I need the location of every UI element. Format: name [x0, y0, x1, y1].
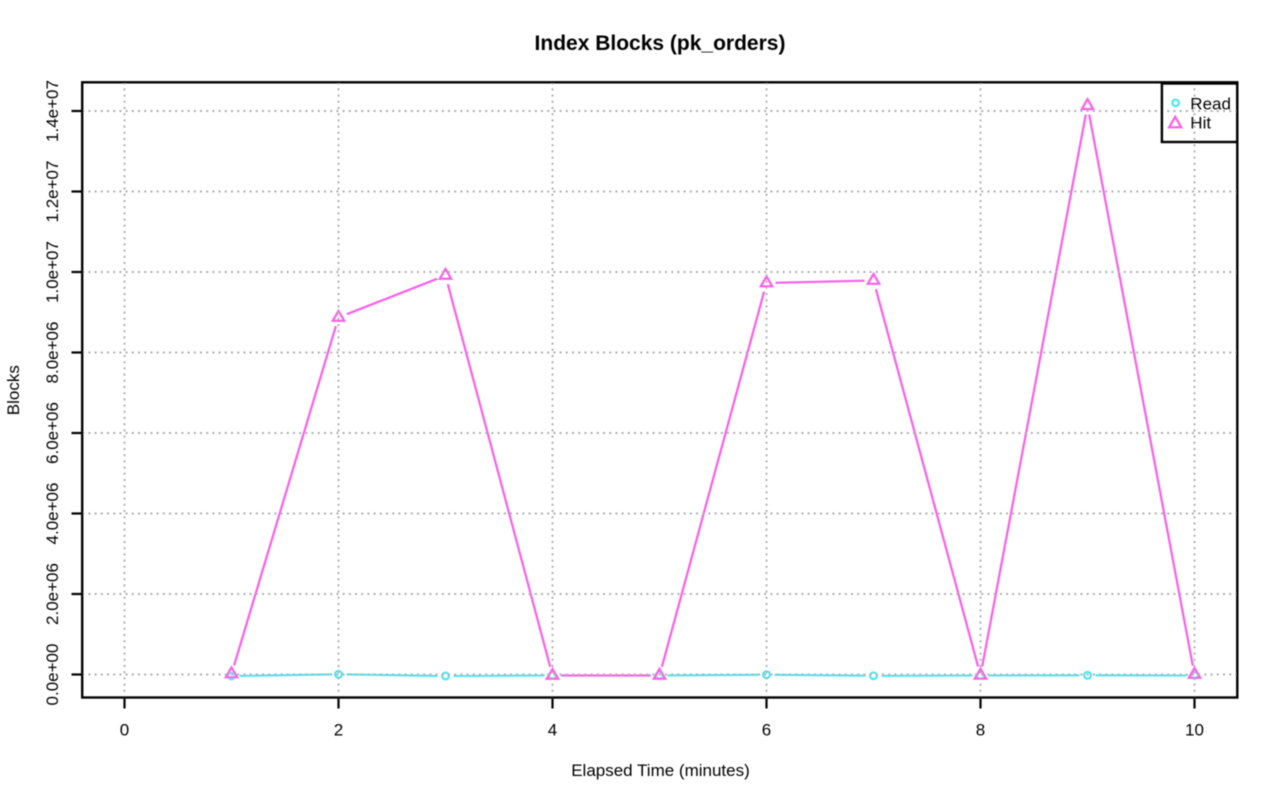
- svg-text:Hit: Hit: [1190, 114, 1211, 133]
- svg-text:Index Blocks (pk_orders): Index Blocks (pk_orders): [535, 32, 786, 55]
- svg-text:0.0e+00: 0.0e+00: [43, 644, 62, 706]
- svg-text:0: 0: [120, 721, 129, 740]
- svg-text:1.2e+07: 1.2e+07: [43, 161, 62, 223]
- svg-text:6.0e+06: 6.0e+06: [43, 402, 62, 464]
- svg-text:10: 10: [1185, 721, 1204, 740]
- svg-text:Elapsed Time (minutes): Elapsed Time (minutes): [571, 761, 750, 780]
- svg-text:4.0e+06: 4.0e+06: [43, 483, 62, 545]
- svg-text:1.0e+07: 1.0e+07: [43, 241, 62, 303]
- svg-text:Blocks: Blocks: [4, 365, 23, 415]
- svg-text:6: 6: [762, 721, 771, 740]
- svg-text:2.0e+06: 2.0e+06: [43, 563, 62, 625]
- svg-text:Read: Read: [1190, 94, 1231, 113]
- svg-text:8.0e+06: 8.0e+06: [43, 322, 62, 384]
- svg-text:8: 8: [976, 721, 985, 740]
- svg-text:4: 4: [548, 721, 557, 740]
- svg-text:1.4e+07: 1.4e+07: [43, 80, 62, 142]
- svg-text:2: 2: [334, 721, 343, 740]
